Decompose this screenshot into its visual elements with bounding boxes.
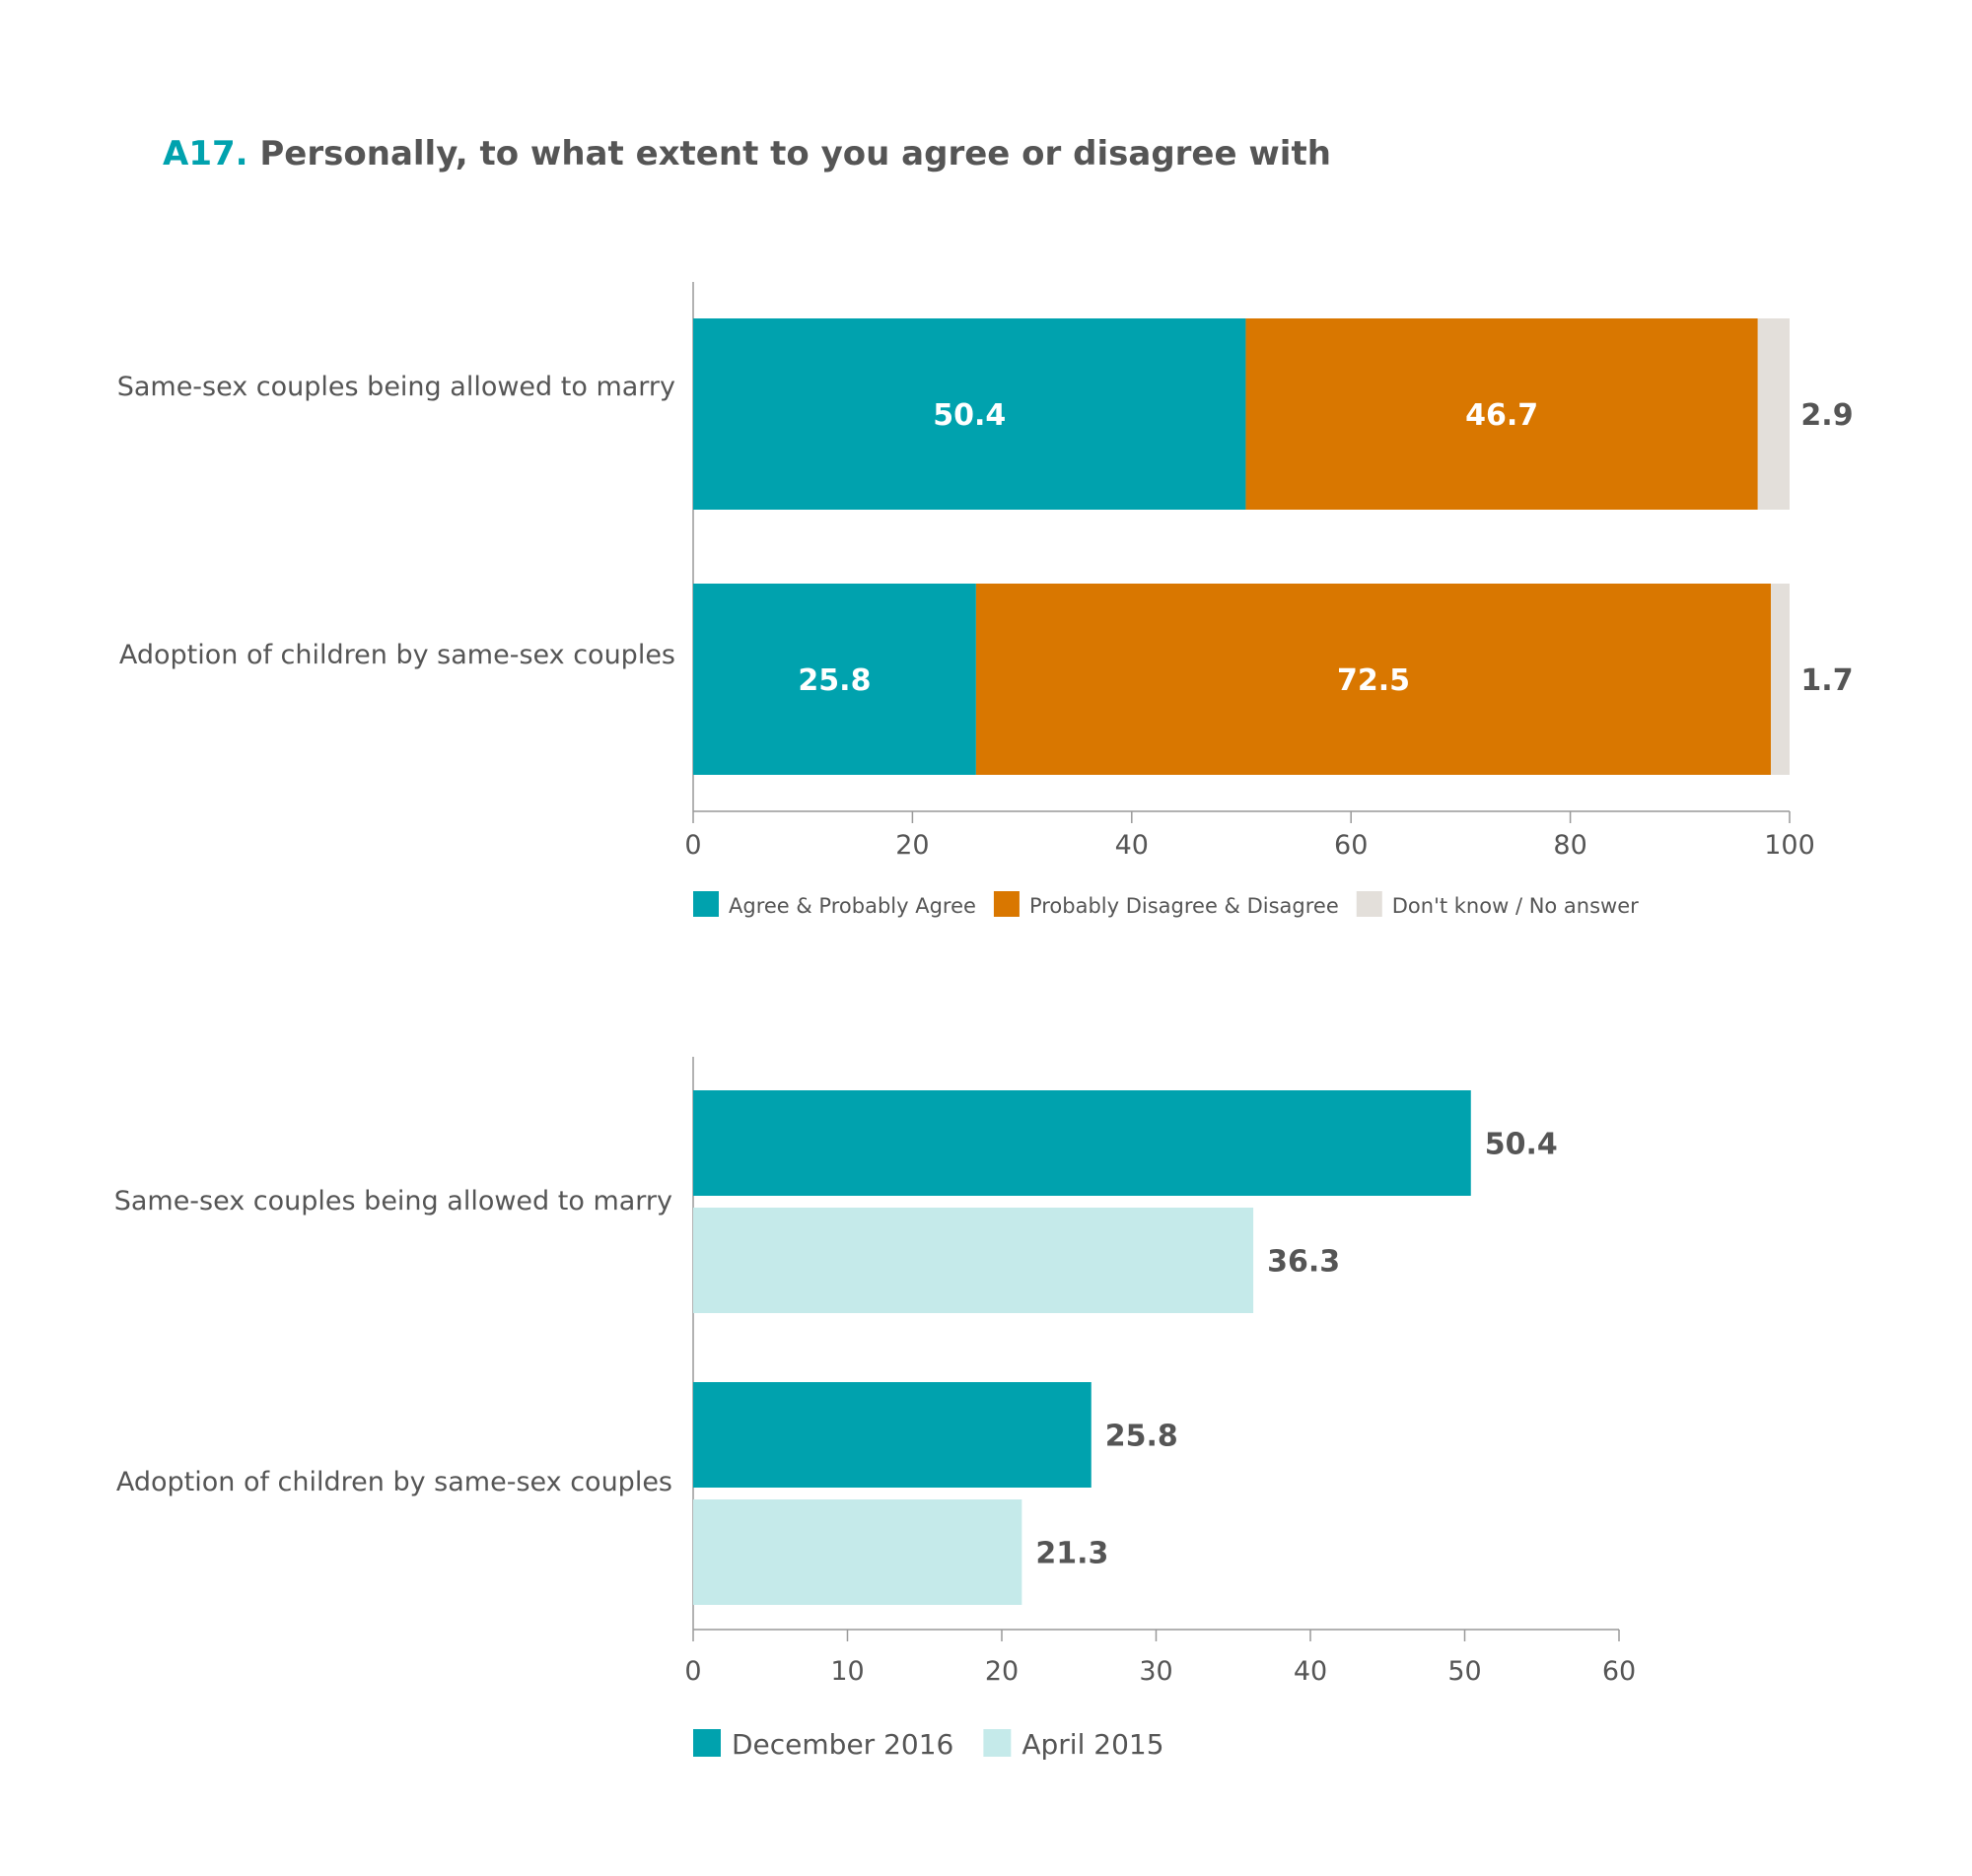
bar-december-2016-2 bbox=[693, 1382, 1092, 1488]
x-tick-label: 50 bbox=[1447, 1656, 1481, 1687]
bar-december-2016-1 bbox=[693, 1090, 1471, 1196]
category-label: Adoption of children by same-sex couples bbox=[116, 1467, 672, 1497]
bar-don-t-know-no-answer-2 bbox=[1771, 584, 1790, 775]
legend-swatch-probably-disagree-disagree bbox=[993, 891, 1020, 917]
x-tick-label: 30 bbox=[1139, 1656, 1172, 1687]
data-label: 72.5 bbox=[1337, 663, 1410, 698]
data-label: 21.3 bbox=[1035, 1537, 1108, 1571]
x-tick-label: 20 bbox=[985, 1656, 1019, 1687]
data-label: 2.9 bbox=[1800, 398, 1853, 433]
x-tick-label: 0 bbox=[684, 1656, 701, 1687]
x-tick-label: 10 bbox=[830, 1656, 864, 1687]
x-tick-label: 40 bbox=[1294, 1656, 1327, 1687]
question-text: Personally, to what extent to you agree … bbox=[259, 134, 1331, 174]
category-label: Adoption of children by same-sex couples bbox=[119, 640, 675, 670]
question-number: A17. bbox=[163, 134, 248, 174]
bar-april-2015-1 bbox=[693, 1208, 1254, 1313]
legend-swatch-april-2015 bbox=[983, 1729, 1012, 1757]
data-label: 50.4 bbox=[1485, 1128, 1558, 1162]
data-label: 50.4 bbox=[933, 398, 1006, 433]
legend-label: December 2016 bbox=[732, 1728, 953, 1761]
data-label: 36.3 bbox=[1267, 1245, 1340, 1280]
bar-probably-disagree-disagree-1 bbox=[1245, 318, 1758, 510]
bar-probably-disagree-disagree-2 bbox=[975, 584, 1772, 775]
page-title: A17. Personally, to what extent to you a… bbox=[163, 134, 1331, 174]
legend-label: Don't know / No answer bbox=[1392, 894, 1639, 918]
x-tick-label: 60 bbox=[1602, 1656, 1636, 1687]
data-label: 25.8 bbox=[798, 663, 871, 698]
bar-agree-probably-agree-1 bbox=[693, 318, 1246, 510]
legend-label: April 2015 bbox=[1021, 1728, 1163, 1761]
legend-label: Probably Disagree & Disagree bbox=[1029, 894, 1339, 918]
x-tick-label: 100 bbox=[1764, 830, 1815, 861]
category-label: Same-sex couples being allowed to marry bbox=[117, 372, 675, 402]
x-tick-label: 80 bbox=[1553, 830, 1586, 861]
legend-swatch-don-t-know-no-answer bbox=[1356, 891, 1382, 917]
bar-don-t-know-no-answer-1 bbox=[1757, 318, 1790, 510]
x-tick-label: 20 bbox=[895, 830, 929, 861]
x-tick-label: 40 bbox=[1115, 830, 1149, 861]
legend-swatch-december-2016 bbox=[693, 1729, 721, 1757]
data-label: 1.7 bbox=[1800, 663, 1853, 698]
data-label: 25.8 bbox=[1105, 1420, 1178, 1454]
x-tick-label: 60 bbox=[1334, 830, 1368, 861]
legend-swatch-agree-probably-agree bbox=[693, 891, 719, 917]
legend-label: Agree & Probably Agree bbox=[729, 894, 976, 918]
x-tick-label: 0 bbox=[684, 830, 701, 861]
bar-agree-probably-agree-2 bbox=[693, 584, 976, 775]
data-label: 46.7 bbox=[1465, 398, 1538, 433]
category-label: Same-sex couples being allowed to marry bbox=[114, 1186, 672, 1216]
bar-april-2015-2 bbox=[693, 1499, 1022, 1605]
